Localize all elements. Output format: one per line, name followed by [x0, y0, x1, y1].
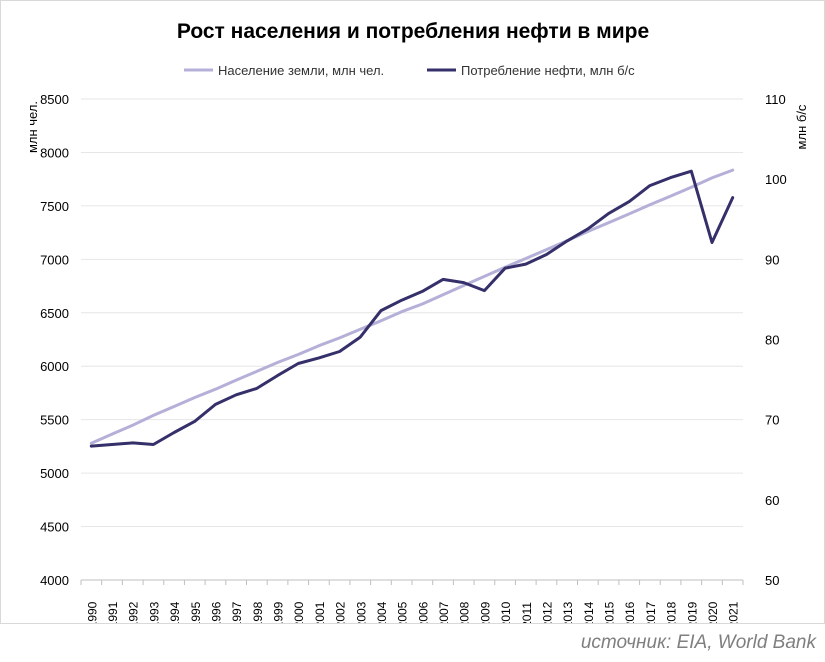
y-tick-label-right: 50 — [765, 573, 779, 588]
y-tick-label-right: 90 — [765, 252, 779, 267]
legend-label-population: Население земли, млн чел. — [218, 63, 384, 78]
y-tick-label-right: 60 — [765, 493, 779, 508]
x-tick-label: 2009 — [478, 601, 492, 623]
x-tick-label: 2006 — [416, 601, 430, 623]
y-tick-label-right: 80 — [765, 333, 779, 348]
x-tick-label: 2018 — [665, 601, 679, 623]
x-tick-label: 2010 — [499, 601, 513, 623]
x-tick-label: 2012 — [540, 601, 554, 623]
y-tick-label-left: 4000 — [40, 573, 69, 588]
legend-label-oil: Потребление нефти, млн б/с — [461, 63, 635, 78]
x-tick-label: 2008 — [458, 601, 472, 623]
grid — [81, 98, 743, 581]
series-line-population — [89, 168, 735, 445]
y-tick-label-left: 7500 — [40, 199, 69, 214]
x-tick-label: 2016 — [623, 601, 637, 623]
x-tick-label: 1995 — [189, 601, 203, 623]
x-tick-label: 2021 — [727, 601, 741, 623]
x-tick-label: 1992 — [127, 601, 141, 623]
y-tick-label-left: 6500 — [40, 306, 69, 321]
x-tick-label: 1999 — [272, 601, 286, 623]
x-tick-label: 1994 — [168, 601, 182, 623]
y-tick-label-right: 100 — [765, 172, 787, 187]
x-tick-label: 1991 — [106, 601, 120, 623]
y-tick-label-left: 5500 — [40, 413, 69, 428]
y-tick-label-right: 70 — [765, 413, 779, 428]
x-tick-label: 2015 — [603, 601, 617, 623]
x-tick-label: 2007 — [437, 601, 451, 623]
chart-frame: Рост населения и потребления нефти в мир… — [0, 0, 825, 624]
x-tick-label: 1993 — [147, 601, 161, 623]
x-tick-label: 1990 — [85, 601, 99, 623]
x-tick-label: 2001 — [313, 601, 327, 623]
x-tick-label: 2017 — [644, 601, 658, 623]
x-tick-label: 2014 — [582, 601, 596, 623]
series-line-oil — [89, 169, 735, 448]
y-ticks-right: 50 60 70 80 90 100 110 — [765, 92, 787, 588]
x-tick-label: 2004 — [375, 601, 389, 623]
x-tick-label: 1996 — [209, 601, 223, 623]
source-note: источник: EIA, World Bank — [580, 632, 816, 653]
x-tick-label: 2020 — [706, 601, 720, 623]
x-tick-label: 1997 — [230, 601, 244, 623]
x-tick-label: 2013 — [561, 601, 575, 623]
y-axis-label-right: млн б/с — [794, 104, 809, 149]
y-tick-label-left: 8500 — [40, 92, 69, 107]
chart-title: Рост населения и потребления нефти в мир… — [177, 20, 649, 43]
y-tick-label-left: 7000 — [40, 252, 69, 267]
x-tick-label: 2002 — [334, 601, 348, 623]
y-tick-label-left: 4500 — [40, 520, 69, 535]
x-tick-label: 2005 — [396, 601, 410, 623]
y-ticks-left: 4000 4500 5000 5500 6000 6500 7000 7500 8000 8500 — [40, 92, 69, 588]
y-tick-label-left: 8000 — [40, 145, 69, 160]
x-ticks: 1990 1991 1992 1993 1994 1995 1996 1997 1998 1999… — [80, 580, 744, 623]
y-axis-label-left: млн чел. — [25, 101, 40, 153]
y-tick-label-left: 6000 — [40, 359, 69, 374]
y-tick-label-right: 110 — [765, 92, 786, 107]
series-lines — [89, 168, 735, 448]
x-tick-label: 2011 — [520, 602, 534, 623]
x-tick-label: 2003 — [354, 601, 368, 623]
chart: Рост населения и потребления нефти в мир… — [25, 20, 809, 623]
x-tick-label: 1998 — [251, 601, 265, 623]
x-tick-label: 2019 — [685, 601, 699, 623]
x-tick-label: 2000 — [292, 601, 306, 623]
y-tick-label-left: 5000 — [40, 466, 69, 481]
legend: Население земли, млн чел. Потребление не… — [184, 63, 635, 78]
